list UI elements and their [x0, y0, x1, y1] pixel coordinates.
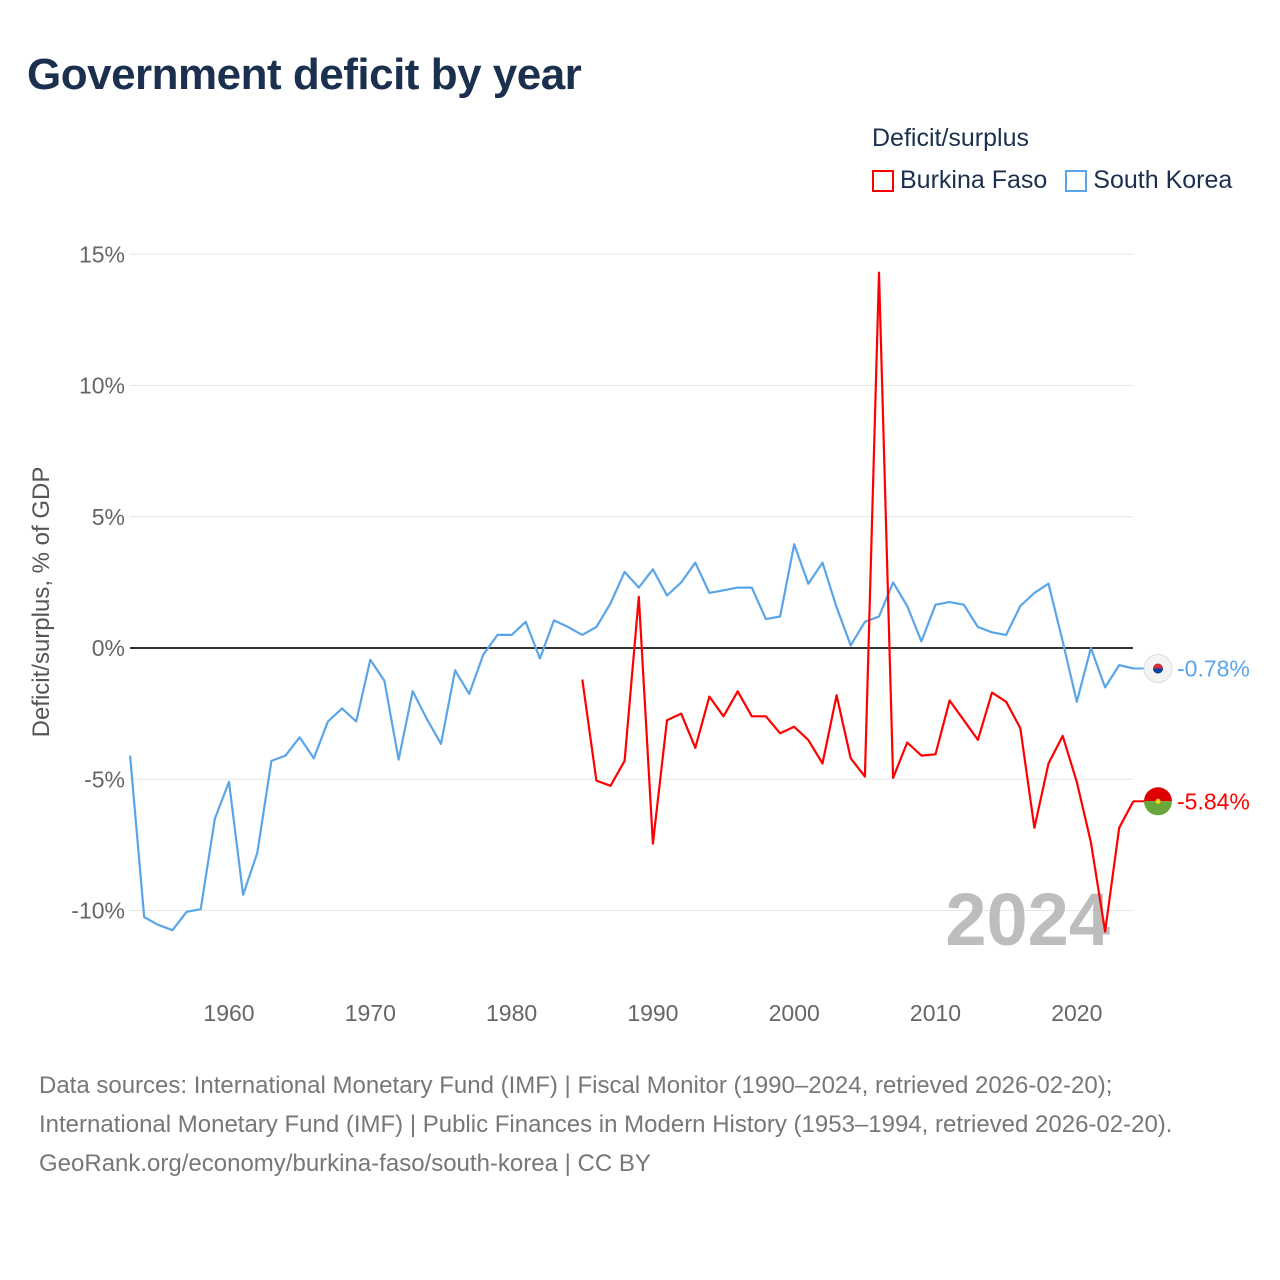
chart-svg: 15% 10% 5% 0% -5% -10% 1960 1970 1980 1990 2000 201… — [71, 241, 1250, 1026]
series-line-burkina-faso — [581, 271, 1135, 933]
source-note: Data sources: International Monetary Fun… — [39, 1066, 1239, 1183]
x-tick-label: 1980 — [486, 1000, 537, 1026]
x-tick-label: 2000 — [769, 1000, 820, 1026]
year-watermark: 2024 — [945, 878, 1110, 961]
series-line-south-korea — [129, 543, 1134, 932]
y-tick-label: -5% — [84, 766, 125, 792]
site-credit[interactable]: GeoRank.org/economy/burkina-faso/south-k… — [39, 1150, 651, 1177]
legend: Burkina Faso South Korea — [872, 166, 1232, 195]
y-tick-label: 5% — [92, 504, 125, 530]
legend-label: South Korea — [1093, 166, 1233, 194]
flag-lower-half — [1144, 801, 1172, 816]
x-tick-label: 1960 — [203, 1000, 254, 1026]
end-value-label: -5.84% — [1177, 788, 1250, 814]
x-tick-label: 2020 — [1051, 1000, 1102, 1026]
legend-swatch — [1065, 169, 1088, 192]
data-sources: Data sources: International Monetary Fun… — [39, 1072, 1173, 1138]
legend-item-burkina-faso[interactable]: Burkina Faso — [872, 166, 1047, 195]
chart-title: Government deficit by year — [27, 50, 582, 99]
end-value-label: -0.78% — [1177, 655, 1250, 681]
flag-taegeuk-blue — [1153, 668, 1163, 674]
legend-title: Deficit/surplus — [872, 124, 1029, 152]
legend-swatch — [872, 169, 894, 192]
flag-star — [1155, 798, 1161, 804]
legend-item-south-korea[interactable]: South Korea — [1065, 166, 1232, 195]
y-tick-label: 0% — [92, 635, 125, 661]
x-tick-label: 1990 — [627, 1000, 678, 1026]
y-tick-label: 15% — [79, 241, 125, 267]
y-tick-label: -10% — [71, 898, 125, 924]
x-tick-label: 1970 — [345, 1000, 396, 1026]
y-tick-label: 10% — [79, 373, 125, 399]
legend-label: Burkina Faso — [900, 166, 1048, 194]
x-tick-label: 2010 — [910, 1000, 961, 1026]
burkina-faso-flag-icon — [1144, 787, 1172, 802]
